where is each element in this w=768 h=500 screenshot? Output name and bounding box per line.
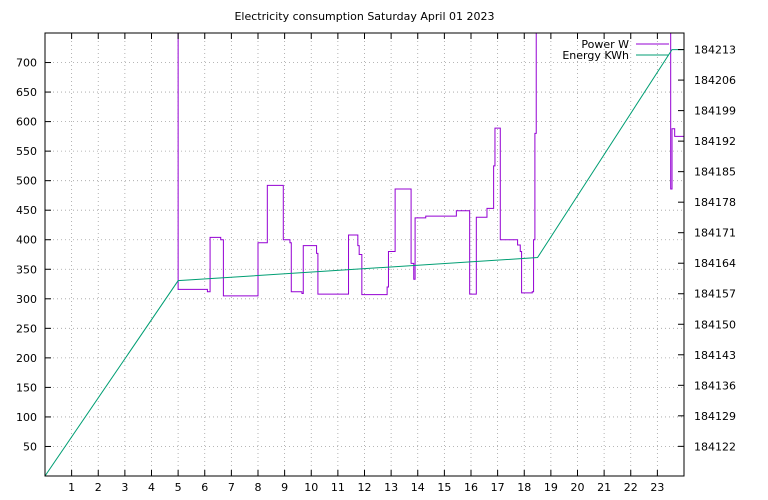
y2-tick-label: 184192 [694, 135, 736, 148]
y2-tick-label: 184171 [694, 227, 736, 240]
y2-tick-label: 184129 [694, 410, 736, 423]
y2-tick-label: 184206 [694, 74, 736, 87]
x-tick-label: 19 [544, 481, 558, 494]
x-tick-label: 21 [597, 481, 611, 494]
y2-tick-label: 184164 [694, 257, 736, 270]
legend-label-energy: Energy KWh [562, 49, 629, 62]
legend: Power W Energy KWh [562, 38, 669, 62]
x-tick-label: 10 [304, 481, 318, 494]
ticks-layer: 1 2 3 4 5 6 7 8 9 10 11 12 13 14 15 16 17 18 19 20 21 22 23501… [16, 33, 736, 494]
chart-title: Electricity consumption Saturday April 0… [234, 10, 494, 23]
x-tick-label: 18 [517, 481, 531, 494]
x-tick-label: 23 [650, 481, 664, 494]
x-tick-label: 16 [464, 481, 478, 494]
y2-tick-label: 184136 [694, 379, 736, 392]
y2-tick-label: 184122 [694, 440, 736, 453]
y-tick-label: 100 [16, 411, 37, 424]
x-tick-label: 6 [201, 481, 208, 494]
y2-tick-label: 184199 [694, 105, 736, 118]
x-tick-label: 13 [384, 481, 398, 494]
y-tick-label: 400 [16, 234, 37, 247]
x-tick-label: 22 [624, 481, 638, 494]
y-tick-label: 300 [16, 293, 37, 306]
series-line-energy [45, 49, 684, 476]
y-tick-label: 50 [23, 440, 37, 453]
y-tick-label: 250 [16, 322, 37, 335]
y2-tick-label: 184150 [694, 318, 736, 331]
series-line-power [177, 33, 684, 297]
x-tick-label: 5 [175, 481, 182, 494]
y-tick-label: 700 [16, 57, 37, 70]
x-tick-label: 4 [148, 481, 155, 494]
x-tick-label: 12 [358, 481, 372, 494]
y2-tick-label: 184178 [694, 196, 736, 209]
series-layer [45, 33, 684, 476]
y-tick-label: 600 [16, 116, 37, 129]
y-tick-label: 150 [16, 381, 37, 394]
x-tick-label: 7 [228, 481, 235, 494]
y-tick-label: 350 [16, 263, 37, 276]
y2-tick-label: 184185 [694, 166, 736, 179]
x-tick-label: 2 [95, 481, 102, 494]
y-tick-label: 550 [16, 145, 37, 158]
x-tick-label: 14 [411, 481, 425, 494]
x-tick-label: 20 [571, 481, 585, 494]
y2-tick-label: 184143 [694, 349, 736, 362]
y2-tick-label: 184213 [694, 44, 736, 57]
y-tick-label: 200 [16, 352, 37, 365]
legend-label-power: Power W [581, 38, 629, 51]
y-tick-label: 500 [16, 175, 37, 188]
y2-tick-label: 184157 [694, 288, 736, 301]
x-tick-label: 1 [68, 481, 75, 494]
x-tick-label: 3 [121, 481, 128, 494]
y-tick-label: 450 [16, 204, 37, 217]
x-tick-label: 11 [331, 481, 345, 494]
x-tick-label: 8 [255, 481, 262, 494]
x-tick-label: 15 [437, 481, 451, 494]
x-tick-label: 9 [281, 481, 288, 494]
grid [45, 33, 684, 476]
x-tick-label: 17 [491, 481, 505, 494]
y-tick-label: 650 [16, 86, 37, 99]
